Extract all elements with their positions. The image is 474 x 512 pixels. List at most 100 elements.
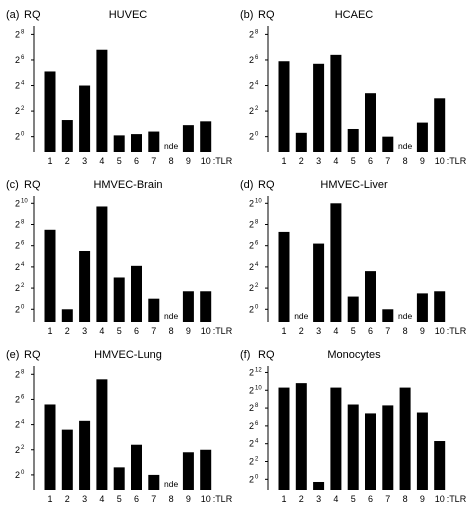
x-tick-label: 6 xyxy=(134,494,139,504)
nde-label: nde xyxy=(164,141,178,151)
y-tick-label: 2 xyxy=(249,262,254,272)
x-axis-suffix: :TLR xyxy=(213,494,233,504)
y-tick-label: 2 xyxy=(15,369,20,379)
panel-label: (a) xyxy=(6,9,19,21)
panel-label: (d) xyxy=(240,179,253,191)
nde-label: nde xyxy=(164,479,178,489)
x-tick-label: 1 xyxy=(47,494,52,504)
y-tick-label: 2 xyxy=(15,304,20,314)
y-tick-exponent: 6 xyxy=(255,55,259,61)
bar-tlr-4 xyxy=(330,387,342,490)
x-tick-label: 5 xyxy=(351,494,356,504)
y-tick-label: 2 xyxy=(249,457,254,467)
x-tick-label: 3 xyxy=(82,326,87,336)
y-tick-exponent: 4 xyxy=(21,262,25,268)
bar-tlr-5 xyxy=(347,296,359,322)
bar-tlr-3 xyxy=(79,250,91,322)
x-tick-label: 5 xyxy=(117,494,122,504)
y-tick-label: 2 xyxy=(249,241,254,251)
bar-tlr-3 xyxy=(313,481,325,490)
y-tick-exponent: 4 xyxy=(255,262,259,268)
x-axis-suffix: :TLR xyxy=(213,156,233,166)
x-tick-label: 5 xyxy=(351,156,356,166)
bar-tlr-4 xyxy=(330,54,342,152)
y-tick-exponent: 4 xyxy=(255,81,259,87)
bar-tlr-8 xyxy=(399,387,411,490)
x-tick-label: 2 xyxy=(299,494,304,504)
y-tick-exponent: 6 xyxy=(255,421,259,427)
bar-tlr-4 xyxy=(96,206,108,322)
bar-tlr-7 xyxy=(382,309,394,322)
bar-tlr-10 xyxy=(200,121,212,152)
panel-title: Monocytes xyxy=(327,349,381,361)
x-tick-label: 8 xyxy=(169,156,174,166)
y-tick-exponent: 8 xyxy=(21,29,25,35)
x-tick-label: 2 xyxy=(65,494,70,504)
panel-label: (f) xyxy=(240,349,250,361)
bar-tlr-1 xyxy=(44,404,56,490)
y-tick-label: 2 xyxy=(15,394,20,404)
bar-tlr-1 xyxy=(278,387,290,490)
bar-tlr-7 xyxy=(148,131,160,152)
y-tick-label: 2 xyxy=(249,421,254,431)
y-tick-label: 2 xyxy=(249,198,254,208)
panel-title: HMVEC-Brain xyxy=(93,179,162,191)
y-tick-exponent: 8 xyxy=(255,403,259,409)
x-tick-label: 4 xyxy=(333,494,338,504)
x-tick-label: 7 xyxy=(151,326,156,336)
bar-tlr-7 xyxy=(382,136,394,152)
x-tick-label: 10 xyxy=(201,156,211,166)
bar-tlr-5 xyxy=(347,128,359,152)
bar-tlr-2 xyxy=(61,429,73,490)
x-tick-label: 4 xyxy=(99,326,104,336)
bar-tlr-10 xyxy=(434,98,446,152)
y-tick-label: 2 xyxy=(249,474,254,484)
y-tick-label: 2 xyxy=(15,29,20,39)
x-tick-label: 1 xyxy=(47,326,52,336)
y-tick-exponent: 6 xyxy=(255,241,259,247)
y-tick-exponent: 0 xyxy=(255,474,259,480)
bar-tlr-3 xyxy=(313,243,325,322)
x-tick-label: 7 xyxy=(385,326,390,336)
x-axis-suffix: :TLR xyxy=(447,326,467,336)
y-tick-exponent: 8 xyxy=(21,219,25,225)
x-tick-label: 3 xyxy=(316,156,321,166)
y-axis-label: RQ xyxy=(24,349,41,361)
y-axis-label: RQ xyxy=(258,349,275,361)
y-tick-exponent: 0 xyxy=(21,304,25,310)
bar-tlr-3 xyxy=(313,63,325,152)
bar-tlr-2 xyxy=(61,120,73,152)
nde-label: nde xyxy=(164,311,178,321)
y-tick-exponent: 10 xyxy=(255,198,262,204)
bar-tlr-6 xyxy=(365,93,376,152)
y-tick-label: 2 xyxy=(15,132,20,142)
x-tick-label: 1 xyxy=(281,494,286,504)
bar-tlr-5 xyxy=(113,135,125,152)
x-tick-label: 7 xyxy=(151,156,156,166)
bar-tlr-10 xyxy=(434,441,446,490)
x-tick-label: 3 xyxy=(316,326,321,336)
y-tick-exponent: 8 xyxy=(255,219,259,225)
y-tick-label: 2 xyxy=(249,385,254,395)
y-tick-label: 2 xyxy=(249,106,254,116)
bar-tlr-7 xyxy=(148,474,160,490)
x-tick-label: 9 xyxy=(186,326,191,336)
y-tick-exponent: 2 xyxy=(21,445,25,451)
y-tick-exponent: 4 xyxy=(21,420,25,426)
x-tick-label: 7 xyxy=(151,494,156,504)
x-tick-label: 4 xyxy=(333,326,338,336)
x-tick-label: 8 xyxy=(169,326,174,336)
bar-tlr-7 xyxy=(148,298,160,322)
x-tick-label: 9 xyxy=(420,156,425,166)
bar-tlr-3 xyxy=(79,85,91,152)
y-tick-exponent: 0 xyxy=(255,132,259,138)
panel-title: HMVEC-Lung xyxy=(94,349,162,361)
bar-tlr-4 xyxy=(330,203,342,322)
bar-tlr-6 xyxy=(131,265,142,322)
y-axis-label: RQ xyxy=(258,9,275,21)
y-tick-exponent: 4 xyxy=(255,439,259,445)
bar-tlr-5 xyxy=(113,277,125,322)
